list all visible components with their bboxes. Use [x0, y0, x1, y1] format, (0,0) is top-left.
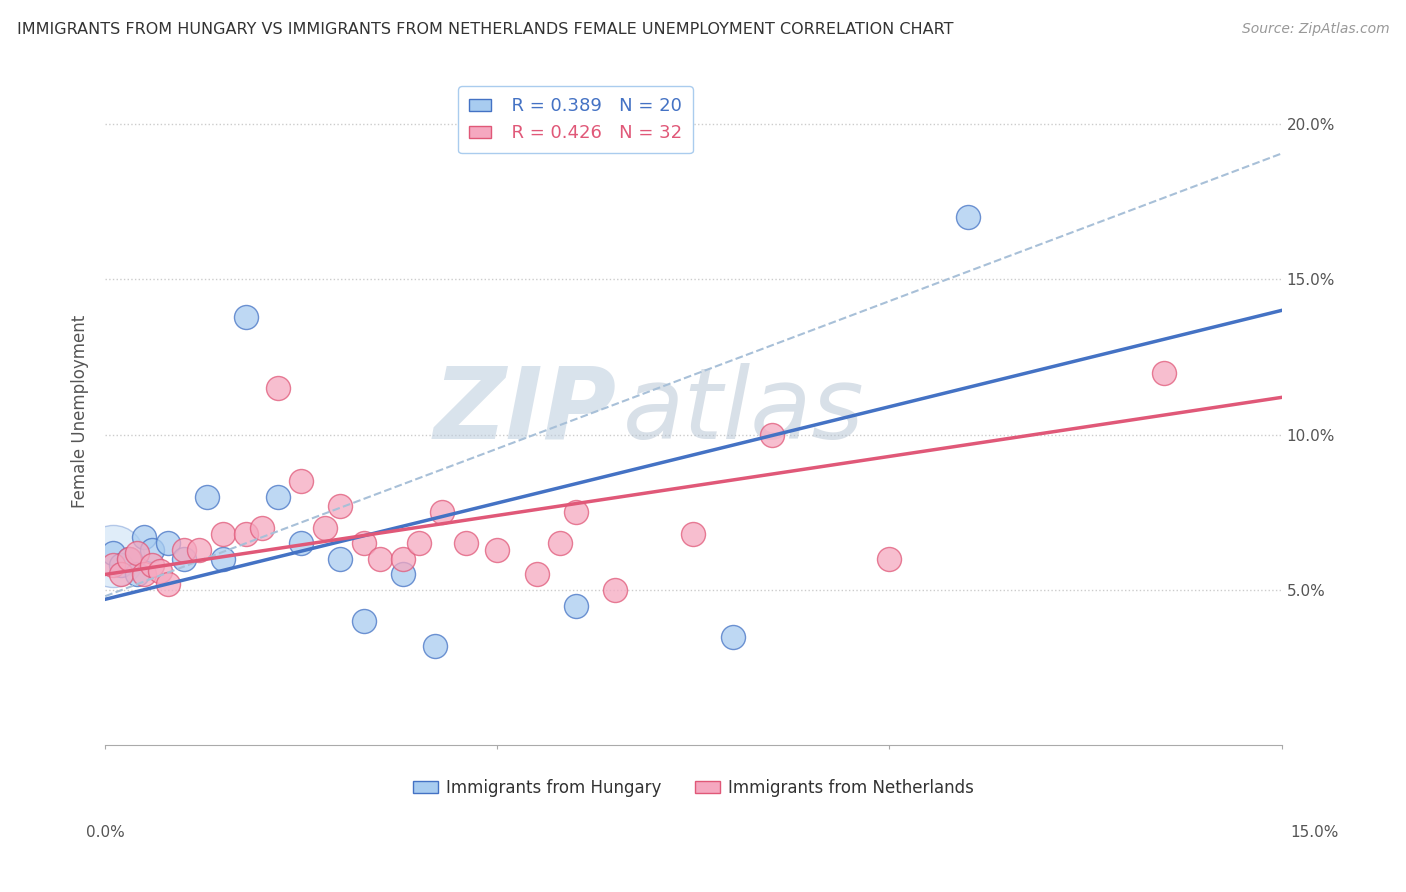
Point — [195, 490, 218, 504]
Point — [564, 599, 586, 613]
Point — [156, 576, 179, 591]
Point — [486, 542, 509, 557]
Point — [353, 536, 375, 550]
Text: atlas: atlas — [623, 363, 865, 460]
Point — [353, 614, 375, 628]
Point — [423, 639, 446, 653]
Point — [156, 536, 179, 550]
Point — [134, 567, 156, 582]
Point — [329, 552, 352, 566]
Point — [235, 527, 257, 541]
Point — [329, 499, 352, 513]
Point — [141, 558, 163, 573]
Point — [125, 546, 148, 560]
Text: ZIP: ZIP — [434, 363, 617, 460]
Point — [432, 505, 454, 519]
Legend: Immigrants from Hungary, Immigrants from Netherlands: Immigrants from Hungary, Immigrants from… — [406, 772, 980, 804]
Point — [408, 536, 430, 550]
Point — [118, 552, 141, 566]
Point — [314, 521, 336, 535]
Point — [290, 475, 312, 489]
Point — [721, 630, 744, 644]
Text: 15.0%: 15.0% — [1291, 825, 1339, 840]
Point — [141, 542, 163, 557]
Point — [250, 521, 273, 535]
Text: IMMIGRANTS FROM HUNGARY VS IMMIGRANTS FROM NETHERLANDS FEMALE UNEMPLOYMENT CORRE: IMMIGRANTS FROM HUNGARY VS IMMIGRANTS FR… — [17, 22, 953, 37]
Point — [110, 558, 132, 573]
Point — [173, 552, 195, 566]
Text: 0.0%: 0.0% — [86, 825, 125, 840]
Point — [101, 546, 124, 560]
Point — [526, 567, 548, 582]
Point — [454, 536, 477, 550]
Point — [548, 536, 571, 550]
Point — [211, 527, 233, 541]
Point — [1153, 366, 1175, 380]
Point — [267, 490, 290, 504]
Point — [101, 558, 124, 573]
Text: Source: ZipAtlas.com: Source: ZipAtlas.com — [1241, 22, 1389, 37]
Point — [173, 542, 195, 557]
Point — [368, 552, 391, 566]
Point — [603, 582, 626, 597]
Point — [682, 527, 704, 541]
Y-axis label: Female Unemployment: Female Unemployment — [72, 315, 89, 508]
Point — [392, 552, 415, 566]
Point — [564, 505, 586, 519]
Point — [267, 381, 290, 395]
Point — [188, 542, 211, 557]
Point — [392, 567, 415, 582]
Point — [879, 552, 901, 566]
Point — [290, 536, 312, 550]
Point — [956, 211, 979, 225]
Point — [211, 552, 233, 566]
Point — [101, 549, 124, 563]
Point — [761, 427, 783, 442]
Point — [125, 567, 148, 582]
Point — [134, 530, 156, 544]
Point — [149, 565, 172, 579]
Point — [110, 567, 132, 582]
Point — [235, 310, 257, 324]
Point — [118, 552, 141, 566]
